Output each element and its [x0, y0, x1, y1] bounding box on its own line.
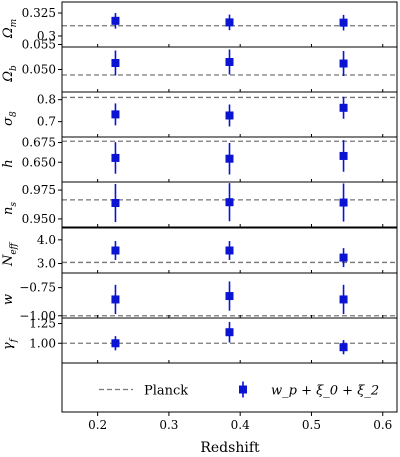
y-tick-label-n_eff-0: 3.0: [37, 257, 56, 271]
y-tick-label-gamma_f-0: 1.00: [29, 336, 56, 350]
y-axis-label-omega_b: Ωb: [1, 65, 19, 83]
data-point-n_s-1: [225, 198, 234, 207]
y-axis-label-sigma_8: σ8: [1, 111, 19, 126]
x-axis-tick-label-4: 0.6: [373, 418, 392, 432]
data-point-w-0: [111, 295, 120, 304]
data-point-omega_m-1: [225, 18, 234, 27]
data-point-sigma_8-2: [339, 103, 348, 112]
y-axis-label-n_s: ns: [1, 202, 19, 215]
x-axis-tick-label-1: 0.3: [159, 418, 178, 432]
y-axis-label-h: h: [1, 159, 16, 167]
legend-frame: [61, 362, 398, 413]
panel-sigma_8: 0.7 0.8 σ8: [1, 91, 398, 138]
panel-frame-n_s: [61, 181, 398, 228]
data-point-omega_m-2: [339, 18, 348, 27]
y-tick-label-n_s-0: 0.950: [22, 212, 56, 226]
data-point-omega_b-1: [225, 58, 234, 66]
data-point-sigma_8-1: [225, 111, 234, 120]
y-tick-label-omega_m-0: 0.3: [37, 29, 56, 43]
data-point-n_eff-0: [111, 246, 120, 255]
y-axis-label-w: w: [1, 294, 16, 305]
data-point-omega_m-0: [111, 16, 120, 25]
x-axis-tick-label-3: 0.5: [302, 418, 321, 432]
x-axis-tick-label-2: 0.4: [231, 418, 250, 432]
y-tick-label-gamma_f-1: 1.25: [29, 317, 56, 331]
y-tick-label-h-1: 0.675: [22, 136, 56, 150]
data-point-omega_b-2: [339, 59, 348, 68]
y-tick-label-omega_m-1: 0.325: [22, 6, 56, 20]
panel-w: −1.00 −0.75w: [1, 272, 398, 323]
x-axis-label: Redshift: [200, 440, 260, 456]
y-tick-label-sigma_8-1: 0.8: [37, 93, 56, 107]
y-tick-label-h-0: 0.650: [22, 155, 56, 169]
y-tick-label-omega_b-1: 0.055: [22, 38, 56, 52]
panel-h: 0.650 0.675 h: [1, 136, 398, 183]
y-axis-label-n_eff: Neff: [1, 241, 19, 267]
y-tick-label-n_s-1: 0.975: [22, 183, 56, 197]
data-point-w-2: [339, 295, 348, 304]
data-point-h-0: [111, 153, 120, 162]
y-tick-label-w-1: −0.75: [19, 281, 56, 295]
legend-measurement-swatch: [239, 385, 247, 394]
panel-gamma_f: 1.00 1.25 γf: [1, 317, 398, 364]
data-point-omega_b-0: [111, 59, 120, 67]
x-axis: 0.2 0.3 0.4 0.5 0.6: [88, 412, 392, 432]
y-tick-label-omega_b-0: 0.050: [22, 63, 56, 77]
y-tick-label-sigma_8-0: 0.7: [37, 115, 56, 129]
x-axis-tick-label-0: 0.2: [88, 418, 107, 432]
y-axis-label-omega_m: Ωm: [1, 19, 19, 39]
legend: Planck w_p + ξ_0 + ξ_2: [61, 362, 398, 413]
data-point-n_s-2: [339, 198, 348, 207]
y-tick-label-n_eff-1: 4.0: [37, 233, 56, 247]
data-point-h-2: [339, 151, 348, 160]
data-point-gamma_f-1: [225, 328, 234, 337]
data-point-n_eff-1: [225, 246, 234, 255]
legend-planck-label: Planck: [144, 384, 188, 399]
data-point-gamma_f-0: [111, 339, 120, 348]
data-point-gamma_f-2: [339, 343, 348, 352]
data-point-w-1: [225, 292, 234, 301]
y-axis-label-gamma_f: γf: [1, 337, 19, 350]
data-point-sigma_8-0: [111, 110, 120, 119]
data-point-n_s-0: [111, 199, 120, 207]
data-point-h-1: [225, 154, 234, 163]
legend-measurement-label: w_p + ξ_0 + ξ_2: [271, 384, 379, 399]
panel-n_eff: 3.0 4.0 Neff: [1, 227, 398, 274]
y-tick-label-w-0: −1.00: [19, 309, 56, 323]
data-point-n_eff-2: [339, 253, 348, 262]
